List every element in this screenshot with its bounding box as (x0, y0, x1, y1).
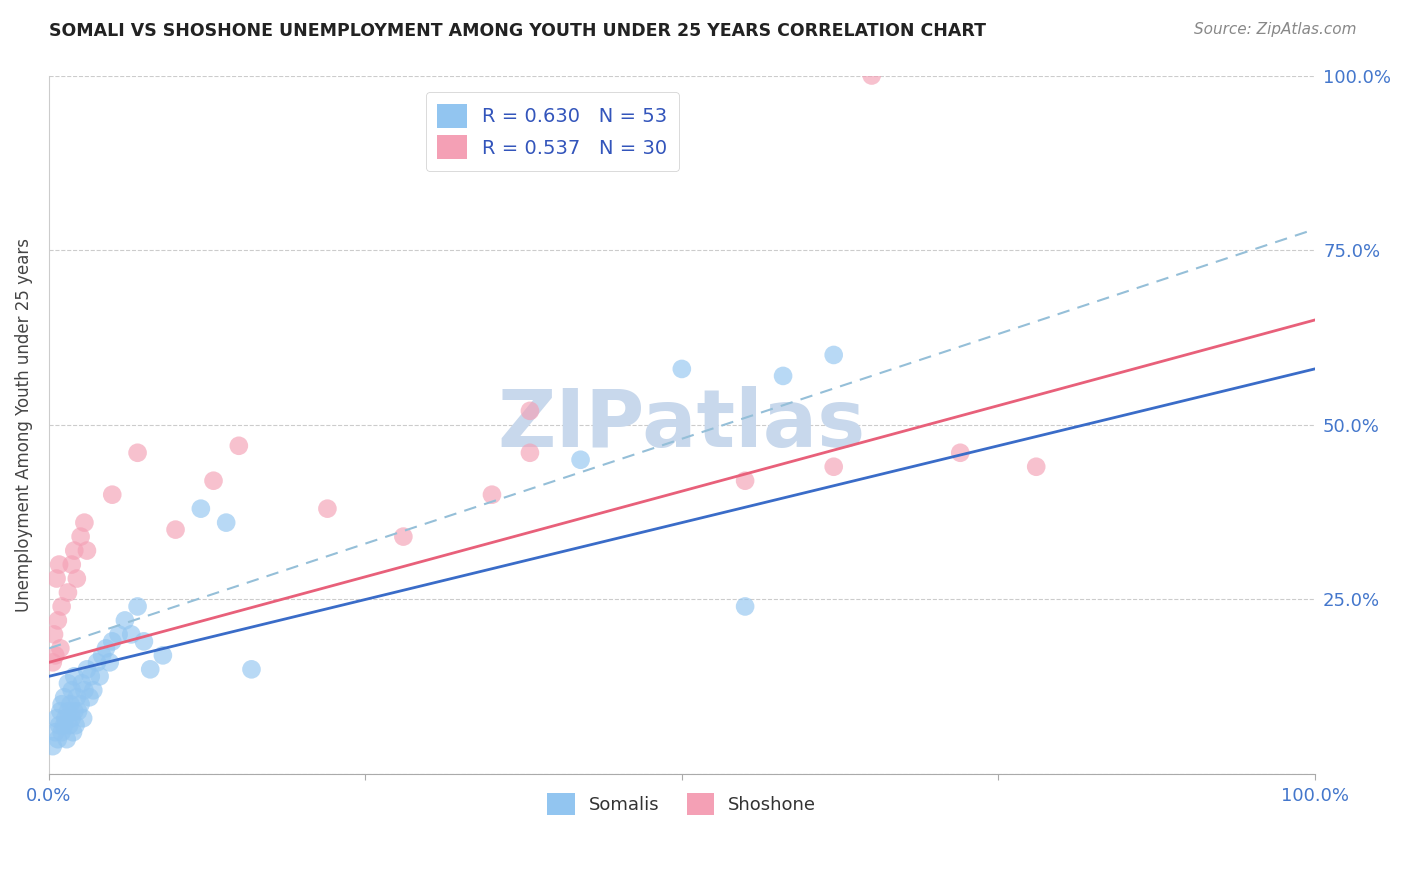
Point (70, 676, 93, 690)
Point (107, 627, 129, 641)
Point (481, 488, 503, 502)
Point (569, 452, 592, 467)
Point (65, 718, 87, 732)
Point (56, 704, 79, 718)
Point (51, 698, 73, 712)
Point (392, 530, 415, 544)
Point (734, 474, 756, 488)
Point (190, 501, 212, 516)
Point (56, 676, 79, 690)
Point (69, 698, 91, 712)
Point (772, 368, 794, 383)
Point (63, 704, 86, 718)
Point (1025, 459, 1047, 474)
Point (79, 690, 101, 705)
Point (46, 732, 69, 747)
Text: SOMALI VS SHOSHONE UNEMPLOYMENT AMONG YOUTH UNDER 25 YEARS CORRELATION CHART: SOMALI VS SHOSHONE UNEMPLOYMENT AMONG YO… (49, 22, 986, 40)
Point (53, 718, 76, 732)
Point (98, 656, 121, 670)
Point (51, 599, 73, 614)
Point (42, 656, 65, 670)
Point (823, 348, 845, 362)
Point (55, 711, 77, 725)
Point (949, 446, 972, 460)
Point (73, 683, 96, 698)
Point (49, 704, 72, 718)
Point (76, 543, 98, 558)
Point (89, 669, 111, 683)
Point (519, 446, 541, 460)
Point (519, 404, 541, 418)
Point (240, 662, 263, 676)
Legend: Somalis, Shoshone: Somalis, Shoshone (538, 784, 825, 824)
Point (114, 614, 136, 628)
Point (63, 543, 86, 558)
Point (66, 690, 89, 705)
Point (42, 627, 65, 641)
Point (48, 718, 70, 732)
Point (46, 614, 69, 628)
Point (91, 648, 114, 663)
Point (671, 362, 693, 376)
Point (51, 725, 73, 739)
Point (82, 683, 104, 698)
Point (86, 656, 108, 670)
Point (823, 459, 845, 474)
Point (127, 446, 149, 460)
Point (60, 683, 83, 698)
Point (60, 558, 83, 572)
Point (228, 439, 250, 453)
Point (60, 711, 83, 725)
Point (56, 585, 79, 599)
Point (44, 725, 66, 739)
Point (127, 599, 149, 614)
Point (55, 732, 77, 747)
Point (215, 516, 238, 530)
Point (152, 648, 174, 663)
Point (63, 669, 86, 683)
Point (202, 474, 225, 488)
Point (860, 69, 883, 83)
Point (139, 662, 162, 676)
Point (45, 572, 67, 586)
Point (316, 501, 339, 516)
Point (66, 572, 89, 586)
Y-axis label: Unemployment Among Youth under 25 years: Unemployment Among Youth under 25 years (15, 238, 32, 612)
Point (132, 634, 155, 648)
Point (80, 669, 103, 683)
Point (48, 558, 70, 572)
Point (73, 516, 96, 530)
Point (62, 725, 84, 739)
Point (165, 523, 187, 537)
Point (69, 530, 91, 544)
Point (101, 634, 124, 648)
Text: Source: ZipAtlas.com: Source: ZipAtlas.com (1194, 22, 1357, 37)
Point (59, 698, 82, 712)
Point (734, 599, 756, 614)
Point (120, 627, 142, 641)
Text: ZIPatlas: ZIPatlas (498, 386, 866, 464)
Point (101, 488, 124, 502)
Point (72, 711, 94, 725)
Point (67, 704, 90, 718)
Point (44, 648, 66, 663)
Point (42, 739, 65, 754)
Point (58, 718, 80, 732)
Point (53, 690, 76, 705)
Point (45, 711, 67, 725)
Point (49, 641, 72, 656)
Point (94, 641, 117, 656)
Point (76, 662, 98, 676)
